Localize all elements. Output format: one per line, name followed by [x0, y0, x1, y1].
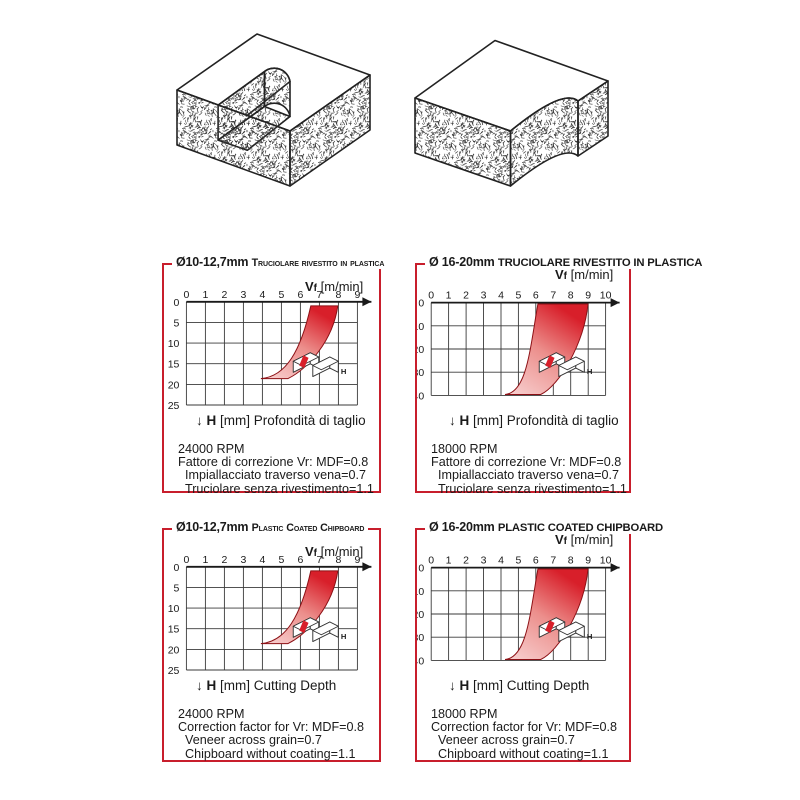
svg-text:6: 6 — [297, 554, 303, 566]
svg-text:H: H — [587, 632, 593, 641]
svg-text:5: 5 — [174, 582, 180, 594]
svg-text:7: 7 — [550, 290, 556, 302]
svg-text:9: 9 — [354, 289, 360, 301]
svg-text:10: 10 — [417, 586, 424, 598]
svg-text:H: H — [587, 367, 593, 376]
svg-text:20: 20 — [168, 379, 180, 391]
svg-text:10: 10 — [168, 603, 180, 615]
svg-text:3: 3 — [481, 555, 487, 567]
svg-text:4: 4 — [498, 290, 504, 302]
svg-text:4: 4 — [498, 555, 504, 567]
svg-text:1: 1 — [446, 555, 452, 567]
svg-text:8: 8 — [335, 554, 341, 566]
svg-text:6: 6 — [533, 290, 539, 302]
svg-text:5: 5 — [515, 555, 521, 567]
svg-text:1: 1 — [202, 554, 208, 566]
svg-text:9: 9 — [585, 290, 591, 302]
svg-text:5: 5 — [515, 290, 521, 302]
svg-text:H: H — [341, 367, 347, 376]
svg-text:15: 15 — [168, 359, 180, 371]
svg-text:20: 20 — [168, 644, 180, 656]
svg-text:1: 1 — [202, 289, 208, 301]
svg-text:0: 0 — [418, 298, 424, 310]
svg-text:2: 2 — [221, 554, 227, 566]
svg-text:0: 0 — [428, 555, 434, 567]
svg-text:3: 3 — [481, 290, 487, 302]
svg-text:0: 0 — [428, 290, 434, 302]
svg-text:30: 30 — [417, 632, 424, 644]
svg-text:0: 0 — [174, 297, 180, 309]
svg-text:20: 20 — [417, 344, 424, 356]
svg-text:5: 5 — [278, 289, 284, 301]
svg-text:9: 9 — [354, 554, 360, 566]
svg-text:7: 7 — [316, 289, 322, 301]
svg-text:2: 2 — [463, 555, 469, 567]
svg-text:3: 3 — [240, 289, 246, 301]
svg-text:9: 9 — [585, 555, 591, 567]
svg-text:7: 7 — [316, 554, 322, 566]
svg-text:2: 2 — [221, 289, 227, 301]
svg-text:1: 1 — [446, 290, 452, 302]
svg-text:15: 15 — [168, 624, 180, 636]
svg-text:8: 8 — [568, 555, 574, 567]
svg-text:0: 0 — [183, 289, 189, 301]
svg-text:8: 8 — [335, 289, 341, 301]
svg-text:5: 5 — [278, 554, 284, 566]
svg-text:10: 10 — [600, 555, 612, 567]
svg-text:6: 6 — [533, 555, 539, 567]
svg-text:4: 4 — [259, 289, 265, 301]
svg-text:3: 3 — [240, 554, 246, 566]
svg-text:25: 25 — [168, 400, 180, 412]
svg-text:0: 0 — [418, 563, 424, 575]
svg-text:30: 30 — [417, 367, 424, 379]
svg-text:40: 40 — [417, 390, 424, 402]
svg-text:5: 5 — [174, 317, 180, 329]
svg-text:10: 10 — [417, 321, 424, 333]
svg-text:6: 6 — [297, 289, 303, 301]
svg-text:10: 10 — [168, 338, 180, 350]
svg-text:7: 7 — [550, 555, 556, 567]
svg-text:0: 0 — [174, 562, 180, 574]
svg-text:10: 10 — [600, 290, 612, 302]
svg-text:4: 4 — [259, 554, 265, 566]
svg-text:H: H — [341, 632, 347, 641]
svg-text:25: 25 — [168, 665, 180, 677]
svg-text:20: 20 — [417, 609, 424, 621]
svg-text:8: 8 — [568, 290, 574, 302]
svg-text:2: 2 — [463, 290, 469, 302]
svg-text:40: 40 — [417, 655, 424, 667]
svg-text:0: 0 — [183, 554, 189, 566]
